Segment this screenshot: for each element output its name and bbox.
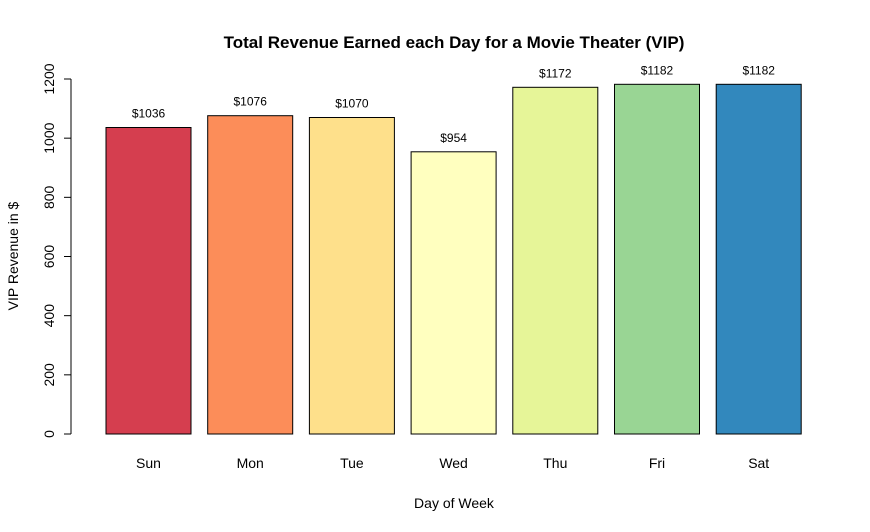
data-labels-group: $1036 $1076 $1070 $954 $1172 $1182 $1182 xyxy=(132,63,775,145)
x-axis-label: Day of Week xyxy=(414,495,495,511)
y-tick-label-200: 200 xyxy=(41,363,57,387)
data-label-mon: $1076 xyxy=(234,95,268,109)
data-label-sat: $1182 xyxy=(742,63,775,77)
y-tick-label-600: 600 xyxy=(41,245,57,269)
bar-thu xyxy=(512,86,599,435)
x-tick-label-mon: Mon xyxy=(237,455,264,471)
x-tick-label-sat: Sat xyxy=(748,455,769,471)
y-tick-label-0: 0 xyxy=(41,430,57,438)
y-tick-label-400: 400 xyxy=(41,304,57,328)
x-tick-label-fri: Fri xyxy=(649,455,665,471)
chart-title: Total Revenue Earned each Day for a Movi… xyxy=(224,33,685,52)
x-tick-label-sun: Sun xyxy=(136,455,161,471)
bar-tue xyxy=(308,117,395,435)
y-tick-label-1000: 1000 xyxy=(41,122,57,153)
y-tick-label-800: 800 xyxy=(41,185,57,209)
x-tick-labels: Sun Mon Tue Wed Thu Fri Sat xyxy=(136,455,769,471)
x-tick-label-wed: Wed xyxy=(439,455,468,471)
x-tick-label-thu: Thu xyxy=(543,455,567,471)
bar-mon xyxy=(207,115,294,435)
bar-fri xyxy=(614,83,700,435)
bar-sat xyxy=(715,83,802,435)
data-label-tue: $1070 xyxy=(335,97,369,111)
bar-wed xyxy=(410,151,497,435)
data-label-sun: $1036 xyxy=(132,107,166,121)
bars-group xyxy=(105,83,802,435)
y-tick-label-1200: 1200 xyxy=(41,63,57,94)
data-label-thu: $1172 xyxy=(539,66,572,80)
x-tick-label-tue: Tue xyxy=(340,455,364,471)
y-axis-label: VIP Revenue in $ xyxy=(5,201,21,310)
data-label-wed: $954 xyxy=(440,131,467,145)
bar-sun xyxy=(105,127,192,435)
data-label-fri: $1182 xyxy=(641,63,674,77)
y-axis: 0 200 400 600 800 1000 1200 xyxy=(41,63,72,438)
